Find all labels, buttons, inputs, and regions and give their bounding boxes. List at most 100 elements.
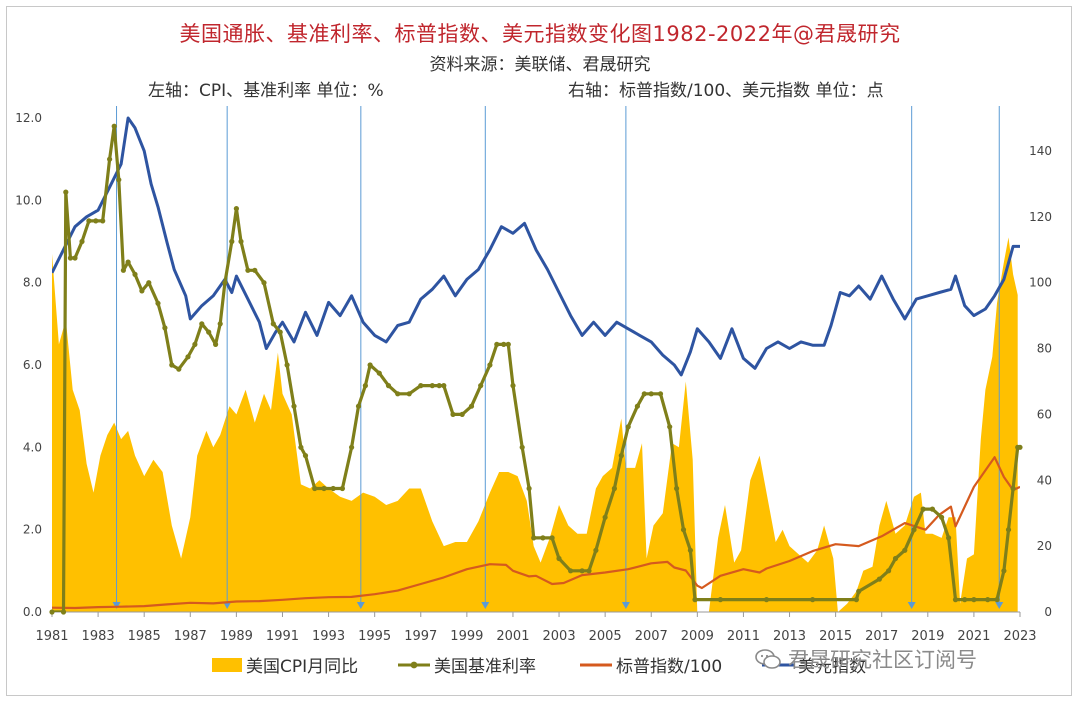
fed-rate-point [233, 206, 239, 212]
x-tick-label: 1985 [128, 629, 161, 644]
fed-rate-point [952, 597, 959, 603]
x-tick-label: 1987 [174, 629, 207, 644]
fed-rate-point [602, 514, 608, 520]
fed-rate-line [52, 124, 1020, 612]
fed-rate-point [886, 568, 892, 574]
fed-rate-point [245, 267, 251, 273]
fed-rate-point [79, 238, 85, 245]
fed-rate-point [657, 391, 664, 397]
fed-rate-point [946, 535, 952, 541]
fed-rate-point [63, 189, 69, 195]
y-right-tick-label: 40 [1037, 473, 1052, 487]
fed-rate-point [406, 391, 412, 397]
x-tick-label: 1989 [220, 629, 253, 644]
y-left-tick-label: 12.0 [15, 111, 42, 125]
fed-rate-point [169, 362, 175, 368]
fed-rate-point [321, 485, 327, 492]
fed-rate-point [531, 535, 537, 541]
chart-source: 资料来源：美联储、君晟研究 [429, 55, 651, 75]
vertical-marker-arrow [356, 602, 365, 609]
y-right-tick-label: 0 [1044, 605, 1052, 619]
x-tick-label: 2001 [496, 629, 529, 644]
fed-rate-point [1010, 485, 1016, 492]
fed-rate-point [556, 555, 562, 562]
x-tick-label: 2017 [865, 629, 898, 644]
fed-rate-point [505, 341, 511, 347]
fed-rate-point [146, 280, 152, 286]
fed-rate-point [526, 485, 532, 492]
vertical-marker-arrow [995, 602, 1004, 609]
fed-rate-point [763, 597, 770, 603]
fed-rate-point [939, 514, 945, 520]
fed-rate-point [579, 568, 585, 574]
fed-rate-point [312, 485, 318, 492]
fed-rate-point [641, 391, 647, 397]
fed-rate-point [291, 403, 297, 409]
x-tick-label: 2015 [819, 629, 852, 644]
fed-rate-point [501, 341, 507, 347]
fed-rate-point [468, 403, 475, 409]
vertical-marker-arrow [907, 602, 916, 609]
y-right-tick-label: 120 [1029, 210, 1052, 224]
fed-rate-point [298, 444, 304, 450]
y-right-tick-label: 140 [1029, 144, 1052, 158]
fed-rate-point [810, 597, 816, 603]
fed-rate-point [222, 280, 228, 286]
x-tick-label: 1993 [312, 629, 345, 644]
x-tick-label: 1981 [35, 629, 68, 644]
fed-rate-point [856, 588, 862, 595]
fed-rate-point [680, 527, 687, 533]
fed-rate-point [330, 485, 336, 492]
fed-rate-point [49, 609, 55, 615]
vertical-marker-arrow [223, 602, 232, 609]
fed-rate-point [355, 403, 362, 409]
fed-rate-point [176, 366, 182, 372]
vertical-marker-arrow [621, 602, 630, 609]
y-right-tick-label: 20 [1037, 539, 1052, 553]
fed-rate-point [367, 362, 373, 368]
fed-rate-point [155, 300, 161, 306]
fed-rate-point [107, 156, 113, 162]
y-left-tick-label: 6.0 [23, 358, 42, 372]
fed-rate-point [540, 535, 546, 541]
y-left-tick-label: 10.0 [15, 193, 42, 207]
y-left-tick-label: 2.0 [23, 523, 42, 537]
fed-rate-point [270, 321, 276, 327]
y-left-tick-label: 8.0 [23, 276, 42, 290]
left-axis-note: 左轴：CPI、基准利率 单位：% [148, 81, 384, 101]
fed-rate-point [611, 485, 618, 492]
fed-rate-point [450, 411, 456, 417]
x-tick-label: 2021 [957, 629, 990, 644]
x-tick-label: 2003 [543, 629, 576, 644]
y-right-tick-label: 60 [1037, 407, 1052, 421]
fed-rate-point [436, 383, 442, 389]
y-right-tick-label: 80 [1037, 342, 1052, 356]
fed-rate-point [385, 383, 392, 389]
fed-rate-point [985, 597, 991, 603]
fed-rate-point [162, 325, 168, 331]
fed-rate-point [478, 383, 484, 389]
right-axis-note: 右轴：标普指数/100、美元指数 单位：点 [568, 81, 884, 101]
fed-rate-point [1017, 444, 1023, 450]
fed-rate-point [339, 485, 345, 492]
x-tick-label: 1999 [450, 629, 483, 644]
fed-rate-point [111, 123, 117, 129]
fed-rate-point [185, 354, 191, 360]
fed-rate-point [217, 321, 223, 327]
fed-rate-point [302, 453, 309, 459]
fed-rate-point [994, 597, 1000, 603]
fed-rate-point [277, 329, 283, 335]
y-left-tick-label: 0.0 [23, 605, 42, 619]
fed-rate-point [362, 383, 368, 389]
legend-label-rate: 美国基准利率 [434, 657, 536, 677]
fed-rate-point [100, 218, 106, 224]
fed-rate-point [586, 568, 592, 574]
legend-swatch-rate-marker [410, 661, 418, 669]
watermark-text: 君晟研究社区订阅号 [788, 648, 977, 672]
x-tick-label: 2019 [911, 629, 944, 644]
fed-rate-point [441, 383, 447, 389]
vertical-marker-arrow [481, 602, 490, 609]
fed-rate-point [199, 321, 205, 327]
x-tick-label: 2005 [589, 629, 622, 644]
fed-rate-point [1005, 527, 1012, 533]
